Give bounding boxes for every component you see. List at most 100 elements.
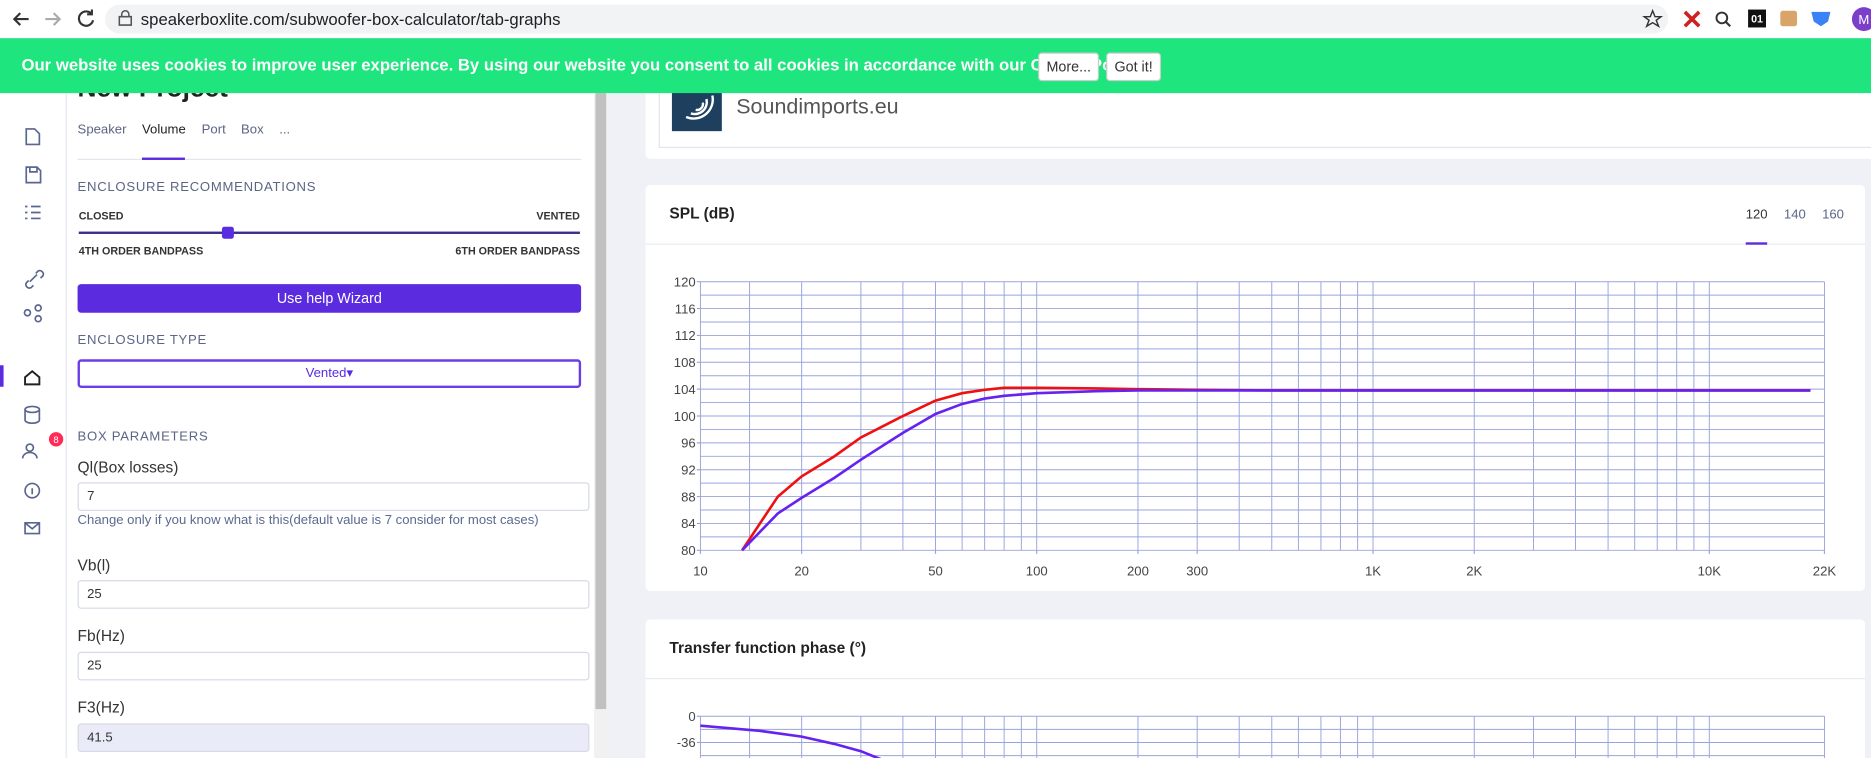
y-tick-label: 92: [681, 462, 696, 477]
range-tab[interactable]: 120: [1745, 207, 1768, 223]
section-heading: ENCLOSURE RECOMMENDATIONS: [77, 180, 317, 195]
field-input: 41.5: [77, 723, 590, 753]
y-tick-label: 96: [681, 436, 696, 451]
slider-thumb[interactable]: [221, 226, 234, 239]
x-tick-label: 200: [1127, 563, 1149, 578]
enclosure-select[interactable]: Vented▾: [77, 359, 582, 388]
section-heading: BOX PARAMETERS: [77, 429, 209, 445]
info-icon[interactable]: [24, 482, 41, 499]
x-tick-label: 1K: [1365, 563, 1381, 578]
panel-tab[interactable]: ...: [279, 122, 291, 138]
phase-card: [645, 619, 1866, 758]
panel-tab[interactable]: Box: [241, 122, 264, 138]
icon-sidebar: [0, 93, 67, 758]
cookie-button[interactable]: Got it!: [1106, 52, 1162, 82]
x-tick-label: 2K: [1466, 563, 1482, 578]
series-line: [740, 386, 1811, 552]
tabs-divider: [77, 158, 582, 160]
field-input[interactable]: 25: [77, 580, 590, 609]
active-tab-underline: [141, 157, 185, 160]
x-tick-label: 300: [1186, 563, 1208, 578]
share-icon: [34, 304, 43, 312]
phase-chart: 0 -36: [677, 709, 1825, 758]
range-tab[interactable]: 140: [1783, 207, 1806, 223]
slider-label: VENTED: [536, 210, 580, 223]
panel-tab[interactable]: Speaker: [77, 122, 127, 138]
mail-icon[interactable]: [24, 522, 41, 535]
forward-button[interactable]: [45, 12, 62, 26]
profile-initial: M: [1858, 12, 1869, 27]
y-tick-label: 112: [675, 328, 696, 343]
y-tick-label: 104: [674, 382, 696, 397]
field-label: Vb(l): [77, 556, 111, 575]
save-icon[interactable]: [25, 166, 42, 184]
field-label: F3(Hz): [77, 698, 125, 717]
y-tick-label: 120: [674, 274, 696, 289]
x-tick-label: 50: [928, 563, 943, 578]
y-tick-label: 80: [681, 543, 696, 558]
cookie-button[interactable]: More...: [1038, 52, 1100, 82]
slider-label: CLOSED: [78, 210, 124, 223]
chart-title: SPL (dB): [669, 204, 735, 223]
scrollbar-thumb[interactable]: [595, 93, 607, 710]
card-divider: [645, 243, 1866, 245]
series-line: [741, 389, 1811, 552]
slider-label: 6TH ORDER BANDPASS: [455, 244, 580, 257]
project-panel: [66, 93, 595, 758]
cookie-text: Our website uses cookies to improve user…: [21, 54, 1144, 75]
x-tick-label: 10K: [1698, 563, 1722, 578]
list-icon[interactable]: [25, 205, 41, 220]
notification-badge: [48, 432, 64, 447]
field-input[interactable]: 25: [77, 651, 590, 681]
profile-avatar[interactable]: [1851, 7, 1871, 32]
x-tick-label: 22K: [1813, 563, 1837, 578]
y-tick-label: -36: [677, 735, 696, 750]
extension-icon[interactable]: [1683, 10, 1701, 28]
users-icon: [21, 451, 38, 459]
x-tick-label: 10: [693, 563, 708, 578]
extension-icon[interactable]: [1748, 9, 1766, 28]
users-icon[interactable]: [25, 443, 35, 453]
bookmark-star[interactable]: [1642, 8, 1664, 28]
sidebar-icons: 8: [0, 128, 64, 535]
extension-icon[interactable]: [1780, 10, 1798, 27]
field-hint: Change only if you know what is this(def…: [77, 513, 539, 528]
database-icon[interactable]: [24, 405, 41, 414]
slider-track: [78, 231, 580, 234]
home-icon[interactable]: [24, 369, 41, 386]
y-tick-label: 88: [681, 489, 696, 504]
reload-button[interactable]: [77, 9, 95, 27]
field-label: Ql(Box losses): [77, 458, 179, 477]
extension-icon[interactable]: [1715, 11, 1729, 25]
select-value: Vented: [305, 366, 347, 381]
field-label: Fb(Hz): [77, 626, 125, 645]
address-bar[interactable]: [105, 4, 1669, 34]
share-icon[interactable]: [23, 308, 32, 317]
active-range-underline: [1745, 242, 1768, 245]
cookie-banner: [0, 38, 1871, 94]
browser-icons: 01 M: [12, 4, 1871, 34]
section-heading: ENCLOSURE TYPE: [77, 333, 207, 348]
y-tick-label: 84: [681, 516, 696, 531]
back-button[interactable]: [12, 12, 29, 26]
spl-chart: 80 84 88 92 96 100 104 108 112 116 120 10 20 50 100 200…: [674, 274, 1837, 578]
share-icon: [34, 314, 43, 323]
range-tab[interactable]: 160: [1822, 207, 1844, 223]
extension-icon[interactable]: [1811, 11, 1831, 27]
badge-count: 8: [53, 435, 58, 446]
y-tick-label: 116: [675, 301, 696, 316]
url-text: speakerboxlite.com/subwoofer-box-calcula…: [140, 9, 561, 29]
new-file-icon[interactable]: [25, 128, 41, 146]
lock-icon: [118, 9, 133, 26]
card-divider: [645, 678, 1866, 680]
link-icon[interactable]: [25, 269, 45, 289]
wizard-button[interactable]: Use help Wizard: [77, 284, 582, 313]
panel-tab[interactable]: Volume: [141, 122, 186, 138]
panel-tab[interactable]: Port: [201, 122, 226, 138]
extension-label: 01: [1751, 14, 1763, 26]
sponsor-name[interactable]: Soundimports.eu: [736, 94, 899, 119]
field-input[interactable]: 7: [77, 482, 590, 511]
y-tick-label: 108: [674, 355, 696, 370]
